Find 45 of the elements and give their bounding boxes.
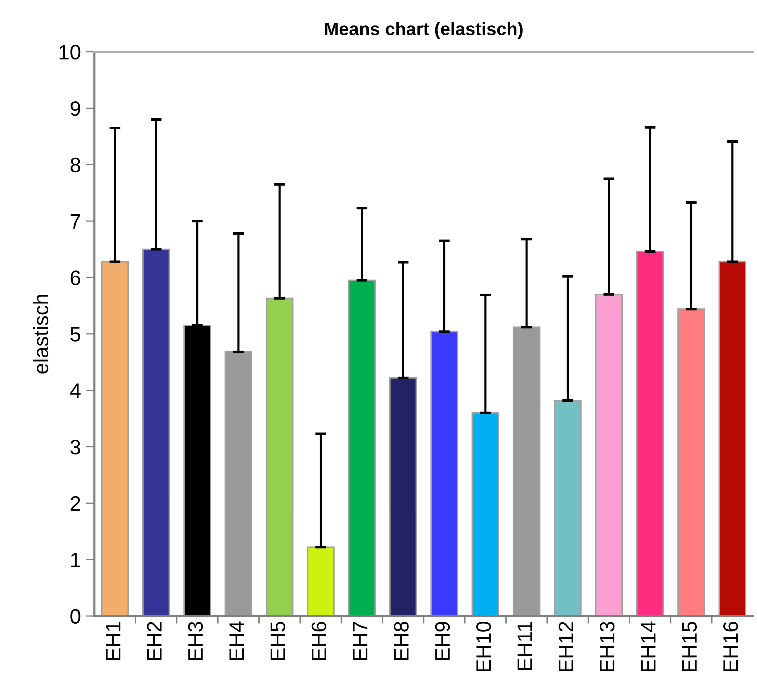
x-tick-label: EH14 xyxy=(641,622,656,672)
x-tick-label: EH6 xyxy=(312,622,327,660)
chart-title: Means chart (elastisch) xyxy=(325,22,523,40)
y-tick-label: 6 xyxy=(70,270,81,286)
bar xyxy=(430,331,458,616)
bar xyxy=(389,377,418,616)
y-tick-label: 1 xyxy=(71,553,80,568)
bar xyxy=(266,298,294,616)
x-tick-label: EH2 xyxy=(147,622,162,660)
x-tick-label: EH9 xyxy=(435,622,450,660)
bar xyxy=(718,261,746,616)
bar xyxy=(472,412,500,616)
x-tick-label: EH12 xyxy=(558,622,574,672)
y-tick-label: 7 xyxy=(70,214,80,229)
bar xyxy=(554,400,582,616)
y-tick-label: 0 xyxy=(70,609,81,624)
x-tick-label: EH3 xyxy=(188,622,204,660)
bar xyxy=(636,251,664,616)
bar xyxy=(512,326,541,616)
bar xyxy=(142,248,170,616)
y-tick-label: 2 xyxy=(70,496,80,511)
x-tick-label: EH7 xyxy=(353,622,368,660)
x-tick-label: EH8 xyxy=(394,622,409,660)
bar xyxy=(184,325,212,616)
x-tick-label: EH11 xyxy=(518,622,532,670)
y-tick-label: 9 xyxy=(70,101,80,116)
x-tick-label: EH16 xyxy=(723,622,738,672)
x-tick-label: EH5 xyxy=(270,622,286,660)
bar xyxy=(101,261,130,616)
y-tick-label: 5 xyxy=(70,327,81,342)
x-tick-label: EH15 xyxy=(682,622,698,672)
x-tick-label: EH4 xyxy=(230,622,244,660)
bar xyxy=(348,280,376,616)
bar xyxy=(595,294,624,616)
y-tick-label: 3 xyxy=(70,440,81,455)
y-tick-label: 4 xyxy=(70,384,81,398)
y-tick-label: 8 xyxy=(70,158,81,173)
y-axis-title: elastisch xyxy=(33,294,49,374)
bar xyxy=(224,352,253,616)
bar xyxy=(307,546,335,616)
x-tick-label: EH13 xyxy=(600,622,615,672)
bar xyxy=(678,308,706,616)
y-tick-label: 10 xyxy=(60,45,81,60)
x-tick-label: EH1 xyxy=(106,622,121,660)
x-tick-label: EH10 xyxy=(476,622,492,672)
